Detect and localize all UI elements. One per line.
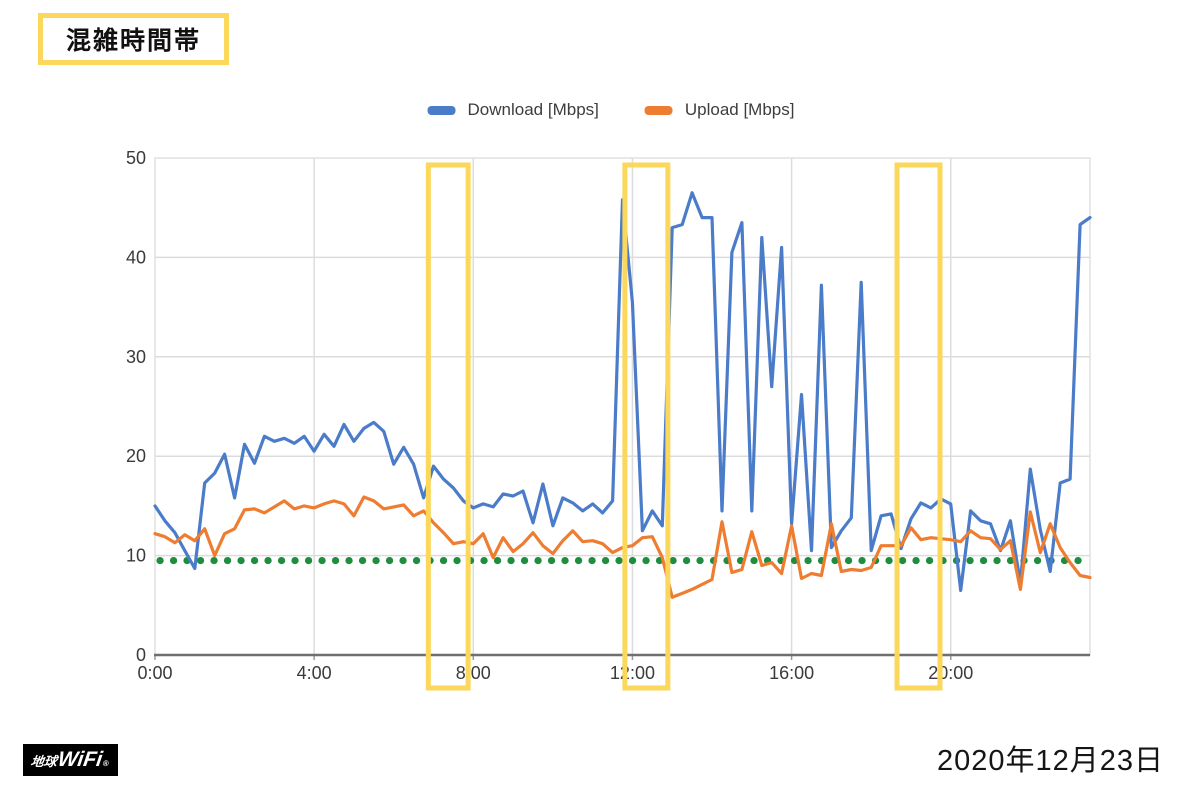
upload-legend-swatch bbox=[644, 105, 673, 115]
upload-legend-label: Upload [Mbps] bbox=[684, 100, 795, 119]
highlight-band bbox=[622, 162, 671, 691]
highlight-band bbox=[425, 162, 471, 691]
download-legend-label: Download [Mbps] bbox=[467, 100, 599, 119]
x-tick-label: 8:00 bbox=[456, 663, 491, 683]
chart-legend: Download [Mbps] Upload [Mbps] bbox=[427, 100, 795, 120]
x-tick-label: 12:00 bbox=[610, 663, 655, 683]
legend-item-download: Download [Mbps] bbox=[427, 100, 599, 120]
x-tick-label: 0:00 bbox=[137, 663, 172, 683]
legend-item-upload: Upload [Mbps] bbox=[644, 100, 795, 120]
y-tick-label: 50 bbox=[126, 148, 146, 168]
logo-text-prefix: 地球 bbox=[30, 754, 59, 769]
highlight-band bbox=[894, 162, 943, 691]
y-tick-label: 40 bbox=[126, 247, 146, 267]
y-tick-label: 30 bbox=[126, 347, 146, 367]
y-tick-label: 0 bbox=[136, 645, 146, 665]
page-title-box: 混雑時間帯 bbox=[38, 13, 230, 65]
logo-registered-mark: ® bbox=[102, 759, 110, 768]
x-tick-label: 4:00 bbox=[297, 663, 332, 683]
x-tick-label: 16:00 bbox=[769, 663, 814, 683]
logo-text-brand: WiFi bbox=[56, 748, 105, 771]
page-title: 混雑時間帯 bbox=[66, 27, 202, 55]
earth-wifi-logo: 地球 WiFi ® bbox=[23, 744, 118, 776]
y-tick-label: 20 bbox=[126, 446, 146, 466]
y-tick-label: 10 bbox=[126, 546, 146, 566]
download-legend-swatch bbox=[427, 105, 456, 115]
date-label: 2020年12月23日 bbox=[936, 745, 1164, 777]
x-tick-label: 20:00 bbox=[928, 663, 973, 683]
